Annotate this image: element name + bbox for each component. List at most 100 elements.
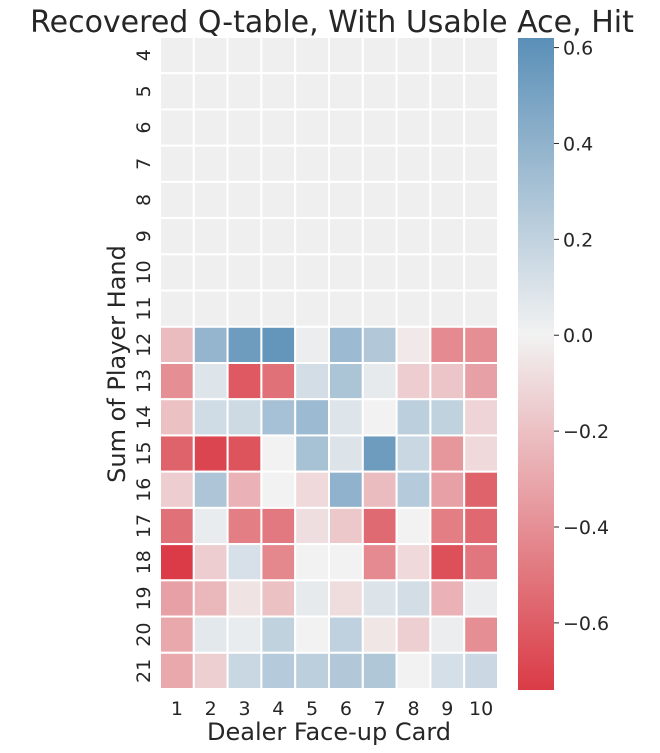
y-tick-label: 4 xyxy=(133,49,155,61)
heatmap-cell-19-10 xyxy=(463,579,500,618)
y-tick-label: 16 xyxy=(133,478,155,502)
heatmap-cell-13-10 xyxy=(463,362,500,401)
heatmap-cell-14-3 xyxy=(226,398,263,437)
heatmap-cell-15-4 xyxy=(260,434,297,473)
heatmap-cell-5-4 xyxy=(260,72,297,111)
heatmap-cell-16-10 xyxy=(463,470,500,509)
heatmap-cell-10-5 xyxy=(294,253,331,292)
y-tick-label: 10 xyxy=(133,260,155,284)
colorbar-tick-label: −0.2 xyxy=(563,421,609,443)
y-axis-label: Sum of Player Hand xyxy=(103,245,131,483)
heatmap-cell-11-10 xyxy=(463,289,500,328)
heatmap-cell-15-7 xyxy=(361,434,398,473)
heatmap-cell-20-3 xyxy=(226,615,263,654)
heatmap-cell-5-8 xyxy=(395,72,432,111)
heatmap-cell-21-8 xyxy=(395,651,432,690)
heatmap-cell-8-8 xyxy=(395,180,432,220)
heatmap-cell-16-7 xyxy=(361,470,398,509)
heatmap-cell-18-9 xyxy=(429,543,466,582)
x-axis-label: Dealer Face-up Card xyxy=(207,718,451,746)
heatmap-cell-13-6 xyxy=(328,362,364,401)
heatmap-cell-4-9 xyxy=(429,36,466,75)
heatmap-cell-8-6 xyxy=(328,180,364,220)
x-tick-label: 4 xyxy=(272,698,284,720)
heatmap-cell-9-10 xyxy=(463,217,500,256)
y-tick-label: 9 xyxy=(133,230,155,242)
heatmap-cell-4-2 xyxy=(192,36,229,75)
heatmap-cell-6-10 xyxy=(463,108,500,147)
x-tick-label: 6 xyxy=(340,698,352,720)
heatmap-cell-10-1 xyxy=(159,253,195,292)
heatmap-cell-12-8 xyxy=(395,325,432,364)
heatmap-cell-7-10 xyxy=(463,144,500,183)
heatmap-cell-14-10 xyxy=(463,398,500,437)
heatmap-cell-21-6 xyxy=(328,651,364,690)
heatmap-cell-6-4 xyxy=(260,108,297,147)
x-tick-label: 9 xyxy=(441,698,453,720)
heatmap-cell-20-6 xyxy=(328,615,364,654)
heatmap-cell-19-7 xyxy=(361,579,398,618)
heatmap-cell-9-5 xyxy=(294,217,331,256)
x-tick-label: 1 xyxy=(171,698,183,720)
heatmap-cell-14-6 xyxy=(328,398,364,437)
y-tick-label: 15 xyxy=(133,441,155,465)
heatmap-cell-16-8 xyxy=(395,470,432,509)
heatmap-cell-20-8 xyxy=(395,615,432,654)
y-tick-labels: 4 5 6 7 8 9 10 11 12 13 14 15 16 17 18 19 20 21 xyxy=(133,49,155,683)
heatmap-cell-17-6 xyxy=(328,506,364,546)
colorbar-tick-label: 0.0 xyxy=(563,325,593,347)
x-tick-label: 8 xyxy=(407,698,419,720)
heatmap-cell-13-8 xyxy=(395,362,432,401)
heatmap-cell-20-2 xyxy=(192,615,229,654)
x-tick-label: 2 xyxy=(205,698,217,720)
x-tick-labels: 1 2 3 4 5 6 7 8 9 10 xyxy=(171,698,493,720)
heatmap-cell-10-7 xyxy=(361,253,398,292)
heatmap-cell-21-1 xyxy=(159,651,195,690)
y-tick-label: 17 xyxy=(133,514,155,538)
heatmap-cell-5-2 xyxy=(192,72,229,111)
heatmap-cell-18-5 xyxy=(294,543,331,582)
y-tick-label: 5 xyxy=(133,85,155,97)
heatmap-cell-12-5 xyxy=(294,325,331,364)
heatmap-cell-16-4 xyxy=(260,470,297,509)
y-tick-label: 20 xyxy=(133,623,155,647)
heatmap-cell-14-9 xyxy=(429,398,466,437)
heatmap-cell-9-7 xyxy=(361,217,398,256)
heatmap-cell-11-1 xyxy=(159,289,195,328)
heatmap-cell-15-5 xyxy=(294,434,331,473)
heatmap-cell-7-8 xyxy=(395,144,432,183)
heatmap-cell-9-3 xyxy=(226,217,263,256)
heatmap-cell-10-10 xyxy=(463,253,500,292)
heatmap-cell-14-8 xyxy=(395,398,432,437)
heatmap-cell-7-2 xyxy=(192,144,229,183)
heatmap-cell-10-2 xyxy=(192,253,229,292)
heatmap-cell-18-4 xyxy=(260,543,297,582)
heatmap-cell-4-3 xyxy=(226,36,263,75)
heatmap-cell-18-10 xyxy=(463,543,500,582)
heatmap-cell-12-10 xyxy=(463,325,500,364)
heatmap-cell-18-8 xyxy=(395,543,432,582)
heatmap-cell-7-4 xyxy=(260,144,297,183)
heatmap-cell-18-7 xyxy=(361,543,398,582)
heatmap-cell-6-2 xyxy=(192,108,229,147)
heatmap-cell-20-9 xyxy=(429,615,466,654)
heatmap-cell-13-1 xyxy=(159,362,195,401)
heatmap-cell-17-9 xyxy=(429,506,466,546)
heatmap-cell-13-7 xyxy=(361,362,398,401)
colorbar-tick-label: 0.6 xyxy=(563,38,593,60)
heatmap-cell-5-7 xyxy=(361,72,398,111)
heatmap-cell-12-1 xyxy=(159,325,195,364)
heatmap-cell-15-9 xyxy=(429,434,466,473)
heatmap-cell-20-7 xyxy=(361,615,398,654)
heatmap-cell-14-7 xyxy=(361,398,398,437)
heatmap-cell-9-2 xyxy=(192,217,229,256)
heatmap-cell-7-9 xyxy=(429,144,466,183)
heatmap-cell-10-8 xyxy=(395,253,432,292)
heatmap-cell-8-4 xyxy=(260,180,297,220)
heatmap-cell-14-2 xyxy=(192,398,229,437)
heatmap-cell-19-3 xyxy=(226,579,263,618)
heatmap-cell-17-1 xyxy=(159,506,195,546)
heatmap-cell-17-4 xyxy=(260,506,297,546)
heatmap-cell-7-5 xyxy=(294,144,331,183)
heatmap-cell-11-3 xyxy=(226,289,263,328)
